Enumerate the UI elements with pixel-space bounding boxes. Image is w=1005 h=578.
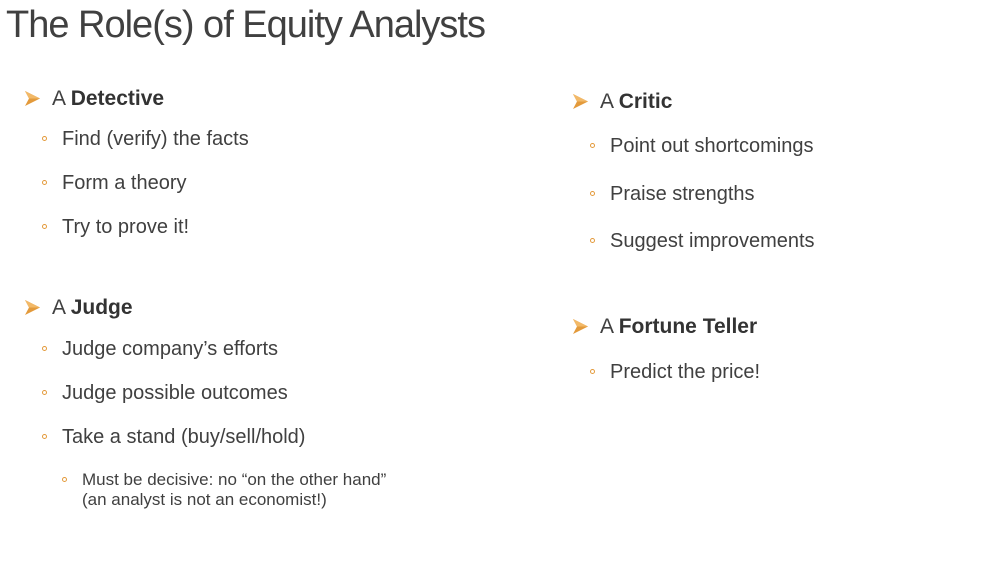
heading-prefix: A [600,90,613,113]
bullet-text: Try to prove it! [62,214,189,240]
bullet-text: Suggest improvements [610,228,815,254]
circle-bullet-icon [62,477,67,482]
arrowhead-bullet-icon [572,318,589,335]
bullet-text: Judge possible outcomes [62,380,288,406]
heading-prefix: A [52,296,65,319]
heading-name: Detective [71,87,164,110]
bullet-text: Point out shortcomings [610,133,813,159]
bullet-text: Predict the price! [610,359,760,385]
circle-bullet-icon [42,390,47,395]
bullet-text: Find (verify) the facts [62,126,249,152]
heading-name: Judge [71,296,133,319]
heading-prefix: A [600,315,613,338]
circle-bullet-icon [42,136,47,141]
bullet-text: Form a theory [62,170,186,196]
circle-bullet-icon [42,180,47,185]
circle-bullet-icon [590,238,595,243]
circle-bullet-icon [42,346,47,351]
bullet-text: Take a stand (buy/sell/hold) [62,424,305,450]
arrowhead-bullet-icon [24,299,41,316]
circle-bullet-icon [590,143,595,148]
circle-bullet-icon [42,224,47,229]
bullet-text: Praise strengths [610,181,755,207]
circle-bullet-icon [590,369,595,374]
heading-name: Critic [619,90,673,113]
arrowhead-bullet-icon [24,90,41,107]
bullet-text: Judge company’s efforts [62,336,278,362]
sub-bullet-text-line2: (an analyst is not an economist!) [82,490,386,510]
circle-bullet-icon [590,191,595,196]
arrowhead-bullet-icon [572,93,589,110]
heading-prefix: A [52,87,65,110]
sub-bullet-text-line1: Must be decisive: no “on the other hand” [82,470,386,490]
slide-title: The Role(s) of Equity Analysts [6,4,485,47]
circle-bullet-icon [42,434,47,439]
heading-name: Fortune Teller [619,315,757,338]
